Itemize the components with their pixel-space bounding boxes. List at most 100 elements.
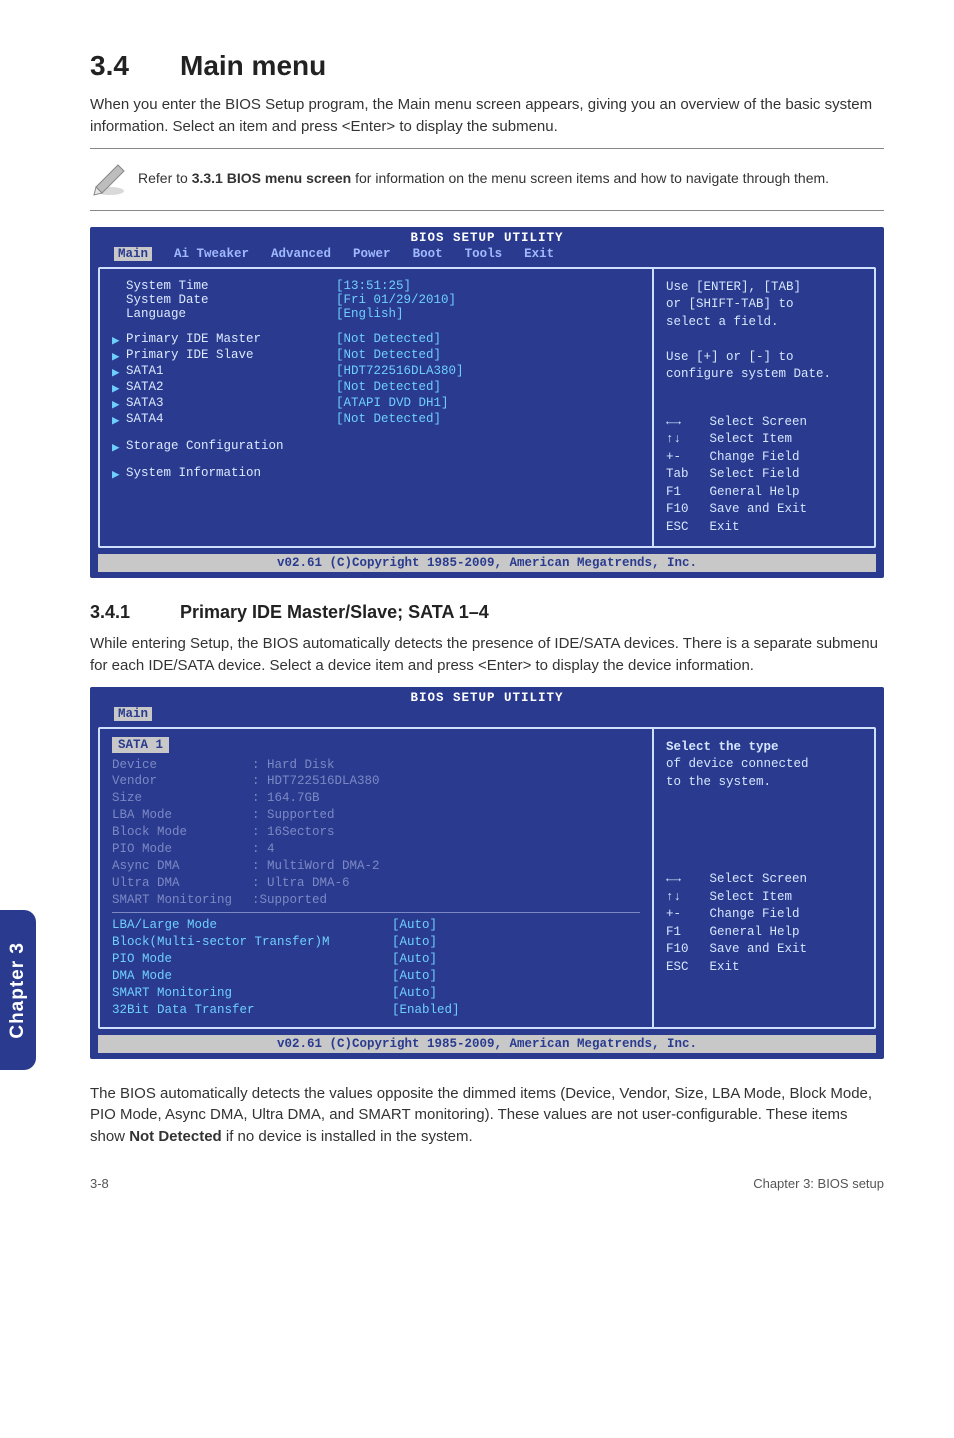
bios-field-label: Vendor [112, 773, 252, 790]
bios-field-value: [Not Detected] [336, 412, 441, 428]
bios-field-label: System Time [126, 279, 336, 293]
bios-right-pane: Select the type of device connected to t… [654, 729, 874, 1027]
bios-field-label: PIO Mode [112, 951, 392, 968]
bios-dim-row: Device: Hard Disk [112, 757, 640, 774]
bios-key-row: F10 Save and Exit [666, 941, 862, 959]
bios-screen-2: BIOS SETUP UTILITY Main SATA 1Device: Ha… [90, 687, 884, 1059]
bios-tab[interactable]: Tools [465, 247, 503, 261]
bios-field-label: SMART Monitoring [112, 985, 392, 1002]
bios-field-label: Block(Multi-sector Transfer)M [112, 934, 392, 951]
bios-row[interactable]: System Time[13:51:25] [112, 279, 640, 293]
bios-row[interactable]: ▶SATA4[Not Detected] [112, 412, 640, 428]
bios-key-row: Tab Select Field [666, 466, 862, 484]
bios-row[interactable]: ▶SATA1[HDT722516DLA380] [112, 364, 640, 380]
bios-field-value: [Not Detected] [336, 348, 441, 364]
bios-row[interactable]: ▶Primary IDE Slave[Not Detected] [112, 348, 640, 364]
bios-key-legend: ←→ Select Screen↑↓ Select Item+- Change … [666, 871, 862, 976]
note-block: Refer to 3.3.1 BIOS menu screen for info… [90, 148, 884, 211]
bios-field-label: LBA/Large Mode [112, 917, 392, 934]
intro-text: When you enter the BIOS Setup program, t… [90, 94, 884, 138]
bios-dim-row: Block Mode: 16Sectors [112, 824, 640, 841]
subsection-title: Primary IDE Master/Slave; SATA 1–4 [180, 602, 489, 622]
bios-field-value: : 16Sectors [252, 824, 335, 841]
bios-field-label: System Date [126, 293, 336, 307]
bios-field-value: : HDT722516DLA380 [252, 773, 380, 790]
bios-key-row: ESC Exit [666, 519, 862, 537]
bios-tabs: Main [90, 707, 884, 727]
bios-field-label: Language [126, 307, 336, 321]
bios-field-label: Ultra DMA [112, 875, 252, 892]
bios-tab[interactable]: Main [114, 247, 152, 261]
bios-field-value: [English] [336, 307, 404, 321]
bios-field-value: :Supported [252, 892, 327, 909]
bios-option-row[interactable]: Block(Multi-sector Transfer)M[Auto] [112, 934, 640, 951]
pencil-icon [90, 157, 138, 202]
bios-tab[interactable]: Main [114, 707, 152, 721]
bios-field-value: : 164.7GB [252, 790, 320, 807]
bios-field-label: PIO Mode [112, 841, 252, 858]
bios-field-label: SATA3 [126, 396, 336, 412]
bios-tab[interactable]: Boot [413, 247, 443, 261]
bios-field-value: [Enabled] [392, 1002, 460, 1019]
bios-dim-row: SMART Monitoring:Supported [112, 892, 640, 909]
bios-row[interactable]: ▶System Information [112, 466, 640, 482]
bios-field-value: : 4 [252, 841, 275, 858]
triangle-icon [112, 279, 126, 293]
bios-tab[interactable]: Exit [524, 247, 554, 261]
triangle-icon: ▶ [112, 364, 126, 380]
page-number: 3-8 [90, 1176, 109, 1191]
bios-field-label: SATA1 [126, 364, 336, 380]
subsection-text: While entering Setup, the BIOS automatic… [90, 633, 884, 677]
bios-left-pane: System Time[13:51:25] System Date[Fri 01… [100, 269, 654, 547]
bios-row[interactable]: System Date[Fri 01/29/2010] [112, 293, 640, 307]
subsection-heading: 3.4.1Primary IDE Master/Slave; SATA 1–4 [90, 602, 884, 623]
closing-text: The BIOS automatically detects the value… [90, 1083, 884, 1148]
bios-key-row: F10 Save and Exit [666, 501, 862, 519]
bios-option-row[interactable]: PIO Mode[Auto] [112, 951, 640, 968]
bios-row[interactable]: ▶SATA2[Not Detected] [112, 380, 640, 396]
bios-field-label: SMART Monitoring [112, 892, 252, 909]
bios-field-value: : MultiWord DMA-2 [252, 858, 380, 875]
bios-key-row: ←→ Select Screen [666, 414, 862, 432]
bios-title: BIOS SETUP UTILITY [90, 227, 884, 247]
note-text: Refer to 3.3.1 BIOS menu screen for info… [138, 169, 829, 189]
bios-tab[interactable]: Ai Tweaker [174, 247, 249, 261]
bios-tab[interactable]: Power [353, 247, 391, 261]
bios-row[interactable]: Language[English] [112, 307, 640, 321]
section-title: Main menu [180, 50, 326, 81]
bios-field-value: [Auto] [392, 968, 437, 985]
bios-dim-row: Async DMA: MultiWord DMA-2 [112, 858, 640, 875]
bios-field-value: [Fri 01/29/2010] [336, 293, 456, 307]
bios-tab[interactable]: Advanced [271, 247, 331, 261]
bios-tabs: Main Ai Tweaker Advanced Power Boot Tools Exit [90, 247, 884, 267]
bios-option-row[interactable]: SMART Monitoring[Auto] [112, 985, 640, 1002]
bios-dim-row: Size: 164.7GB [112, 790, 640, 807]
bios-key-row: F1 General Help [666, 484, 862, 502]
bios-field-value: [ATAPI DVD DH1] [336, 396, 449, 412]
bios-dim-row: Vendor: HDT722516DLA380 [112, 773, 640, 790]
bios-field-value: : Supported [252, 807, 335, 824]
bios-right-pane: Use [ENTER], [TAB] or [SHIFT-TAB] to sel… [654, 269, 874, 547]
page-footer: 3-8 Chapter 3: BIOS setup [90, 1176, 884, 1191]
bios-row[interactable]: ▶SATA3[ATAPI DVD DH1] [112, 396, 640, 412]
bios-field-label: Primary IDE Master [126, 332, 336, 348]
bios-key-row: ESC Exit [666, 959, 862, 977]
bios-footer: v02.61 (C)Copyright 1985-2009, American … [98, 554, 876, 572]
bios-option-row[interactable]: 32Bit Data Transfer[Enabled] [112, 1002, 640, 1019]
bios-field-value: [Auto] [392, 985, 437, 1002]
footer-title: Chapter 3: BIOS setup [753, 1176, 884, 1191]
bios-key-row: ↑↓ Select Item [666, 431, 862, 449]
bios-row[interactable]: ▶Primary IDE Master[Not Detected] [112, 332, 640, 348]
bios-field-value: [Auto] [392, 917, 437, 934]
bios-option-row[interactable]: DMA Mode[Auto] [112, 968, 640, 985]
bios-option-row[interactable]: LBA/Large Mode[Auto] [112, 917, 640, 934]
bios-dim-row: Ultra DMA: Ultra DMA-6 [112, 875, 640, 892]
bios-field-value: [HDT722516DLA380] [336, 364, 464, 380]
bios-field-label: Async DMA [112, 858, 252, 875]
bios-field-label: Storage Configuration [126, 439, 336, 455]
bios-dim-row: LBA Mode: Supported [112, 807, 640, 824]
bios-dim-row: PIO Mode: 4 [112, 841, 640, 858]
bios-field-value: : Ultra DMA-6 [252, 875, 350, 892]
bios-row[interactable]: ▶Storage Configuration [112, 439, 640, 455]
triangle-icon: ▶ [112, 332, 126, 348]
